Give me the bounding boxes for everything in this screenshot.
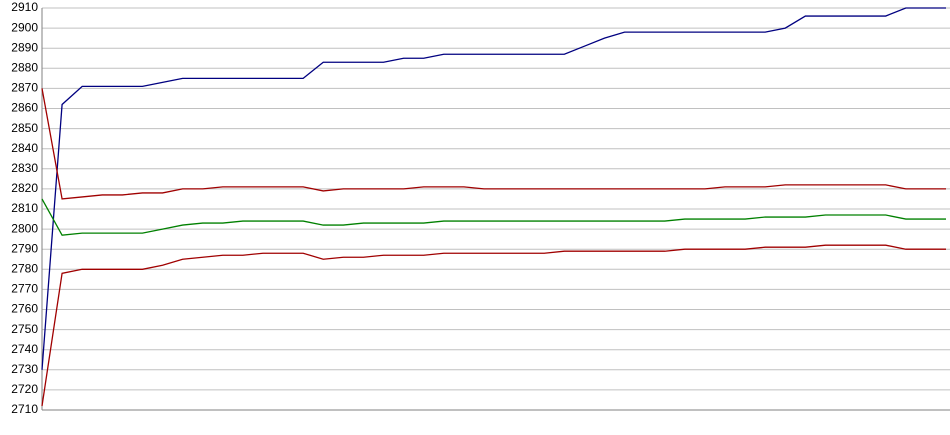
y-tick-label: 2750 (11, 322, 38, 336)
y-tick-label: 2910 (11, 0, 38, 14)
y-tick-label: 2880 (11, 60, 38, 74)
y-tick-label: 2860 (11, 101, 38, 115)
series-line (41, 88, 946, 200)
series-line (41, 7, 946, 370)
y-tick-label: 2900 (11, 20, 38, 34)
series-line (41, 244, 946, 407)
y-tick-label: 2850 (11, 121, 38, 135)
y-tick-label: 2800 (11, 221, 38, 235)
y-tick-label: 2780 (11, 261, 38, 275)
y-tick-label: 2890 (11, 40, 38, 54)
y-tick-label: 2760 (11, 302, 38, 316)
y-tick-label: 2770 (11, 282, 38, 296)
y-tick-label: 2810 (11, 201, 38, 215)
y-tick-label: 2830 (11, 161, 38, 175)
y-tick-label: 2870 (11, 81, 38, 95)
y-tick-label: 2740 (11, 342, 38, 356)
y-tick-label: 2720 (11, 382, 38, 396)
series-line (41, 198, 946, 236)
y-tick-label: 2730 (11, 362, 38, 376)
y-tick-label: 2710 (11, 402, 38, 416)
y-tick-label: 2820 (11, 181, 38, 195)
y-tick-label: 2790 (11, 241, 38, 255)
y-tick-label: 2840 (11, 141, 38, 155)
